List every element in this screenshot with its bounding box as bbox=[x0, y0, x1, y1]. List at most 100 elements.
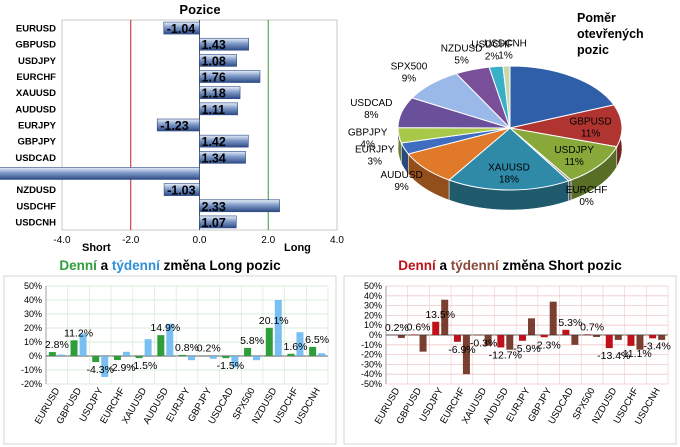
weekly-change-bar bbox=[253, 356, 261, 361]
data-label: 0.7% bbox=[580, 321, 604, 333]
category-label: USDJPY bbox=[18, 56, 57, 67]
y-tick-label: -40% bbox=[361, 369, 382, 379]
x-tick-label: 4.0 bbox=[330, 235, 344, 246]
weekly-change-bar bbox=[296, 332, 304, 356]
daily-change-bar bbox=[309, 346, 317, 356]
positions-chart: Pozice EURUSD -1.04 GBPUSD 1.43 USDJPY 1.08 EUR… bbox=[0, 2, 344, 254]
slice-label: SPX500 bbox=[391, 62, 428, 73]
slice-label: GBPUSD bbox=[569, 116, 611, 127]
weekly-change-bar bbox=[658, 335, 666, 340]
pie-slice bbox=[502, 65, 511, 129]
daily-change-bar bbox=[48, 352, 56, 356]
weekly-change-bar bbox=[636, 335, 644, 350]
category-label: EURUSD bbox=[16, 24, 56, 35]
value-label: 2.33 bbox=[202, 200, 226, 214]
value-label: 1.43 bbox=[202, 38, 226, 52]
y-tick-label: -50% bbox=[361, 379, 382, 389]
weekly-change-bar bbox=[484, 335, 492, 346]
y-tick-label: -20% bbox=[21, 379, 42, 389]
daily-change-bar bbox=[432, 321, 440, 335]
short-change-chart: Denní a týdenní změna Short pozic -50%-40… bbox=[343, 258, 677, 445]
data-label: 2.3% bbox=[537, 339, 561, 351]
slice-percent: 4% bbox=[360, 139, 375, 150]
data-label: -5.9% bbox=[513, 343, 540, 355]
pie-slice bbox=[448, 127, 570, 191]
x-tick-label: 2.0 bbox=[261, 235, 275, 246]
weekly-change-bar bbox=[506, 335, 514, 350]
chart-title-part: a bbox=[436, 258, 451, 273]
y-tick-label: 40% bbox=[364, 291, 382, 301]
weekly-change-bar bbox=[528, 318, 535, 335]
slice-label: USDCNH bbox=[484, 39, 527, 50]
position-bar bbox=[163, 21, 200, 35]
slice-percent: 18% bbox=[499, 175, 519, 186]
category-label: XAUUSD bbox=[16, 88, 56, 99]
value-label: 1.07 bbox=[202, 216, 226, 230]
category-label: USDCHF bbox=[16, 201, 56, 212]
value-label: 1.08 bbox=[202, 54, 226, 68]
value-label: 1.18 bbox=[202, 87, 226, 101]
weekly-change-bar bbox=[79, 333, 87, 356]
data-label: -13.4% bbox=[597, 350, 630, 362]
weekly-change-bar bbox=[318, 353, 326, 356]
weekly-change-bar bbox=[122, 351, 130, 356]
chart-title: Denní a týdenní změna Long pozic bbox=[59, 258, 281, 273]
data-label: -11.1% bbox=[619, 348, 652, 360]
weekly-change-bar bbox=[101, 356, 109, 377]
daily-change-bar bbox=[157, 335, 165, 356]
position-bar bbox=[156, 118, 200, 132]
value-label: 1.42 bbox=[202, 135, 226, 149]
slice-label: EURJPY bbox=[355, 144, 395, 155]
y-tick-label: 10% bbox=[364, 320, 382, 330]
chart-title-part: změna Short pozic bbox=[499, 258, 623, 273]
data-label: -3.4% bbox=[643, 340, 670, 352]
slice-label: GBPJPY bbox=[348, 127, 388, 138]
weekly-change-bar bbox=[549, 301, 557, 335]
data-label: 0.2% bbox=[197, 343, 221, 355]
data-label: 0.6% bbox=[407, 321, 431, 333]
slice-percent: 3% bbox=[368, 156, 383, 167]
category-label: GBPJPY bbox=[17, 137, 56, 148]
y-tick-label: 50% bbox=[24, 281, 42, 291]
x-tick-label: -4.0 bbox=[53, 235, 71, 246]
data-label: -2.9% bbox=[108, 362, 135, 374]
weekly-change-bar bbox=[419, 335, 427, 352]
pie-slice bbox=[509, 65, 615, 129]
slice-label: AUDUSD bbox=[380, 170, 422, 181]
slice-percent: 9% bbox=[394, 182, 409, 193]
category-label: AUDUSD bbox=[15, 104, 56, 115]
category-label: GBPUSD bbox=[15, 40, 56, 51]
daily-change-bar bbox=[584, 334, 592, 335]
position-bar bbox=[199, 215, 237, 229]
chart-border bbox=[3, 275, 337, 445]
data-label: 11.2% bbox=[64, 327, 93, 339]
daily-change-bar bbox=[649, 335, 657, 339]
slice-label: NZDUSD bbox=[441, 43, 483, 54]
position-bar bbox=[199, 70, 261, 83]
daily-change-bar bbox=[562, 329, 570, 335]
daily-change-bar bbox=[135, 356, 143, 359]
daily-change-bar bbox=[497, 335, 505, 348]
value-label: 1.11 bbox=[202, 103, 226, 117]
position-bar bbox=[199, 86, 241, 99]
daily-change-bar bbox=[222, 356, 230, 359]
data-label: 6.5% bbox=[305, 334, 329, 346]
y-tick-label: -10% bbox=[361, 340, 382, 350]
category-label: USDCNH bbox=[15, 217, 56, 228]
x-tick-label: -2.0 bbox=[122, 235, 140, 246]
position-bar bbox=[199, 199, 280, 213]
slice-percent: 8% bbox=[364, 110, 379, 121]
slice-percent: 11% bbox=[565, 157, 584, 168]
data-label: 0.2% bbox=[385, 322, 409, 334]
weekly-change-bar bbox=[57, 354, 65, 356]
position-bar bbox=[163, 183, 200, 196]
long-change-chart: Denní a týdenní změna Long pozic -20% -10%… bbox=[3, 258, 337, 445]
short-label: Short bbox=[82, 242, 111, 254]
value-label: 1.76 bbox=[202, 71, 226, 85]
data-label: 5.8% bbox=[240, 335, 264, 347]
category-label: USDCAD bbox=[15, 153, 56, 164]
slice-percent: 11% bbox=[581, 128, 600, 139]
slice-percent: 5% bbox=[454, 55, 469, 66]
chart-title-part: týdenní bbox=[112, 258, 161, 273]
pie-title-line: otevřených bbox=[577, 27, 644, 41]
